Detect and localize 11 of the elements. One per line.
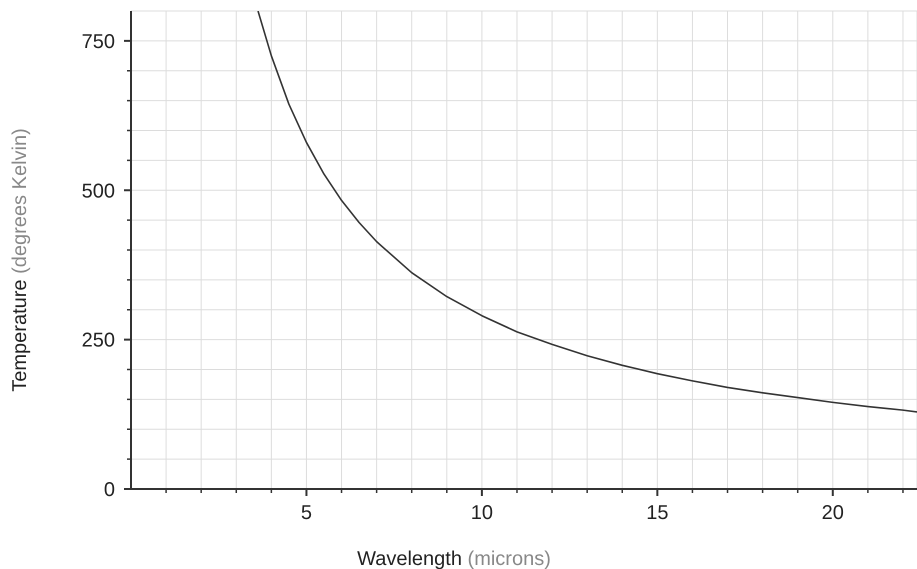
y-tick-label: 250: [82, 330, 115, 352]
x-tick-label: 10: [470, 502, 494, 524]
x-tick-label: 15: [646, 502, 668, 524]
y-tick-label: 500: [82, 180, 115, 202]
x-tick-label: 5: [300, 502, 312, 524]
x-axis-title: Wavelength (microns): [357, 548, 551, 569]
y-tick-label: 0: [104, 479, 115, 501]
line-series: [257, 11, 917, 413]
y-axis-title: Temperature (degrees Kelvin): [9, 128, 31, 392]
y-tick-label: 750: [82, 30, 115, 53]
x-tick-label: 20: [822, 502, 844, 524]
